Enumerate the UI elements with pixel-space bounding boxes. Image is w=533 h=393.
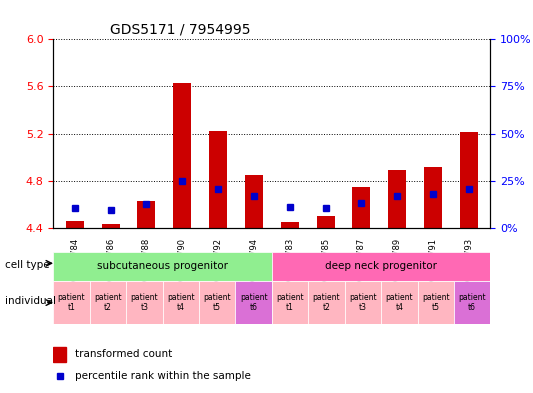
Bar xyxy=(424,167,442,228)
Text: individual: individual xyxy=(5,296,56,306)
FancyBboxPatch shape xyxy=(308,281,345,324)
Text: patient
t3: patient t3 xyxy=(131,293,158,312)
Text: patient
t2: patient t2 xyxy=(94,293,122,312)
Text: patient
t5: patient t5 xyxy=(204,293,231,312)
FancyBboxPatch shape xyxy=(90,281,126,324)
FancyBboxPatch shape xyxy=(236,281,272,324)
Text: patient
t4: patient t4 xyxy=(385,293,413,312)
Text: patient
t6: patient t6 xyxy=(458,293,486,312)
Text: cell type: cell type xyxy=(5,260,50,270)
FancyBboxPatch shape xyxy=(345,281,381,324)
FancyBboxPatch shape xyxy=(272,252,490,281)
Bar xyxy=(138,201,156,228)
Text: transformed count: transformed count xyxy=(75,349,172,360)
Bar xyxy=(281,222,298,228)
Bar xyxy=(53,347,67,362)
Bar xyxy=(209,131,227,228)
Text: percentile rank within the sample: percentile rank within the sample xyxy=(75,371,251,381)
FancyBboxPatch shape xyxy=(199,281,236,324)
Text: patient
t1: patient t1 xyxy=(276,293,304,312)
Bar xyxy=(317,216,335,228)
Text: deep neck progenitor: deep neck progenitor xyxy=(325,261,437,271)
FancyBboxPatch shape xyxy=(381,281,417,324)
Bar xyxy=(173,83,191,228)
Text: subcutaneous progenitor: subcutaneous progenitor xyxy=(97,261,228,271)
FancyBboxPatch shape xyxy=(163,281,199,324)
FancyBboxPatch shape xyxy=(454,281,490,324)
Bar xyxy=(388,170,406,228)
Text: patient
t5: patient t5 xyxy=(422,293,449,312)
Text: patient
t6: patient t6 xyxy=(240,293,268,312)
Text: patient
t3: patient t3 xyxy=(349,293,377,312)
Text: patient
t1: patient t1 xyxy=(58,293,85,312)
Text: patient
t2: patient t2 xyxy=(313,293,340,312)
Text: GDS5171 / 7954995: GDS5171 / 7954995 xyxy=(110,23,251,37)
FancyBboxPatch shape xyxy=(417,281,454,324)
FancyBboxPatch shape xyxy=(53,252,272,281)
Bar xyxy=(245,175,263,228)
Text: patient
t4: patient t4 xyxy=(167,293,195,312)
Bar xyxy=(352,187,370,228)
FancyBboxPatch shape xyxy=(272,281,308,324)
Bar xyxy=(66,221,84,228)
Bar xyxy=(460,132,478,228)
FancyBboxPatch shape xyxy=(126,281,163,324)
Bar xyxy=(102,224,119,228)
FancyBboxPatch shape xyxy=(53,281,90,324)
